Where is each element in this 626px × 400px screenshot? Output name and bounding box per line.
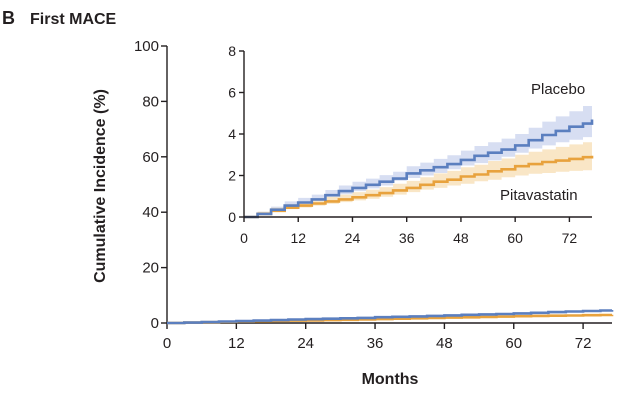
inset-y-tick-label: 0	[228, 209, 236, 225]
main-x-tick-label: 0	[163, 335, 171, 352]
main-x-tick-label: 36	[367, 335, 384, 352]
main-y-tick-label: 20	[142, 260, 159, 277]
main-x-tick-label: 24	[297, 335, 314, 352]
inset-confidence-bands	[220, 41, 598, 249]
inset-series-line-pitavastatin	[244, 155, 594, 219]
inset-x-tick-label: 12	[290, 230, 306, 246]
panel-letter: B	[2, 8, 15, 28]
main-y-tick-label: 80	[142, 93, 159, 110]
inset-series-line-placebo	[244, 119, 594, 219]
main-x-tick-label: 48	[436, 335, 453, 352]
main-series	[167, 309, 614, 325]
inset-y-tick-label: 2	[228, 168, 236, 184]
inset-x-tick-label: 60	[507, 230, 523, 246]
inset-x-tick-label: 0	[240, 230, 248, 246]
main-y-tick-label: 100	[134, 38, 159, 55]
main-x-tick-label: 60	[505, 335, 522, 352]
x-axis-title: Months	[362, 371, 419, 388]
main-series-line-placebo	[167, 309, 614, 325]
inset-x-tick-label: 36	[399, 230, 415, 246]
main-x-tick-label: 12	[228, 335, 245, 352]
inset-y-tick-label: 8	[228, 43, 236, 59]
inset-x-tick-label: 24	[345, 230, 361, 246]
main-y-tick-label: 0	[151, 315, 159, 332]
inset-series	[244, 119, 594, 219]
panel-title: First MACE	[30, 11, 117, 28]
main-y-tick-label: 60	[142, 149, 159, 166]
main-x-tick-label: 72	[575, 335, 592, 352]
inset-x-tick-label: 48	[453, 230, 469, 246]
inset-y-tick-label: 4	[228, 126, 236, 142]
inset-y-tick-label: 6	[228, 85, 236, 101]
placebo-series-label: Placebo	[531, 81, 585, 98]
pitavastatin-series-label: Pitavastatin	[500, 187, 578, 204]
main-y-tick-label: 40	[142, 204, 159, 221]
inset-x-tick-label: 72	[562, 230, 578, 246]
y-axis-title: Cumulative Incidence (%)	[92, 89, 109, 283]
inset-ci-band-pitavastatin	[244, 140, 592, 217]
